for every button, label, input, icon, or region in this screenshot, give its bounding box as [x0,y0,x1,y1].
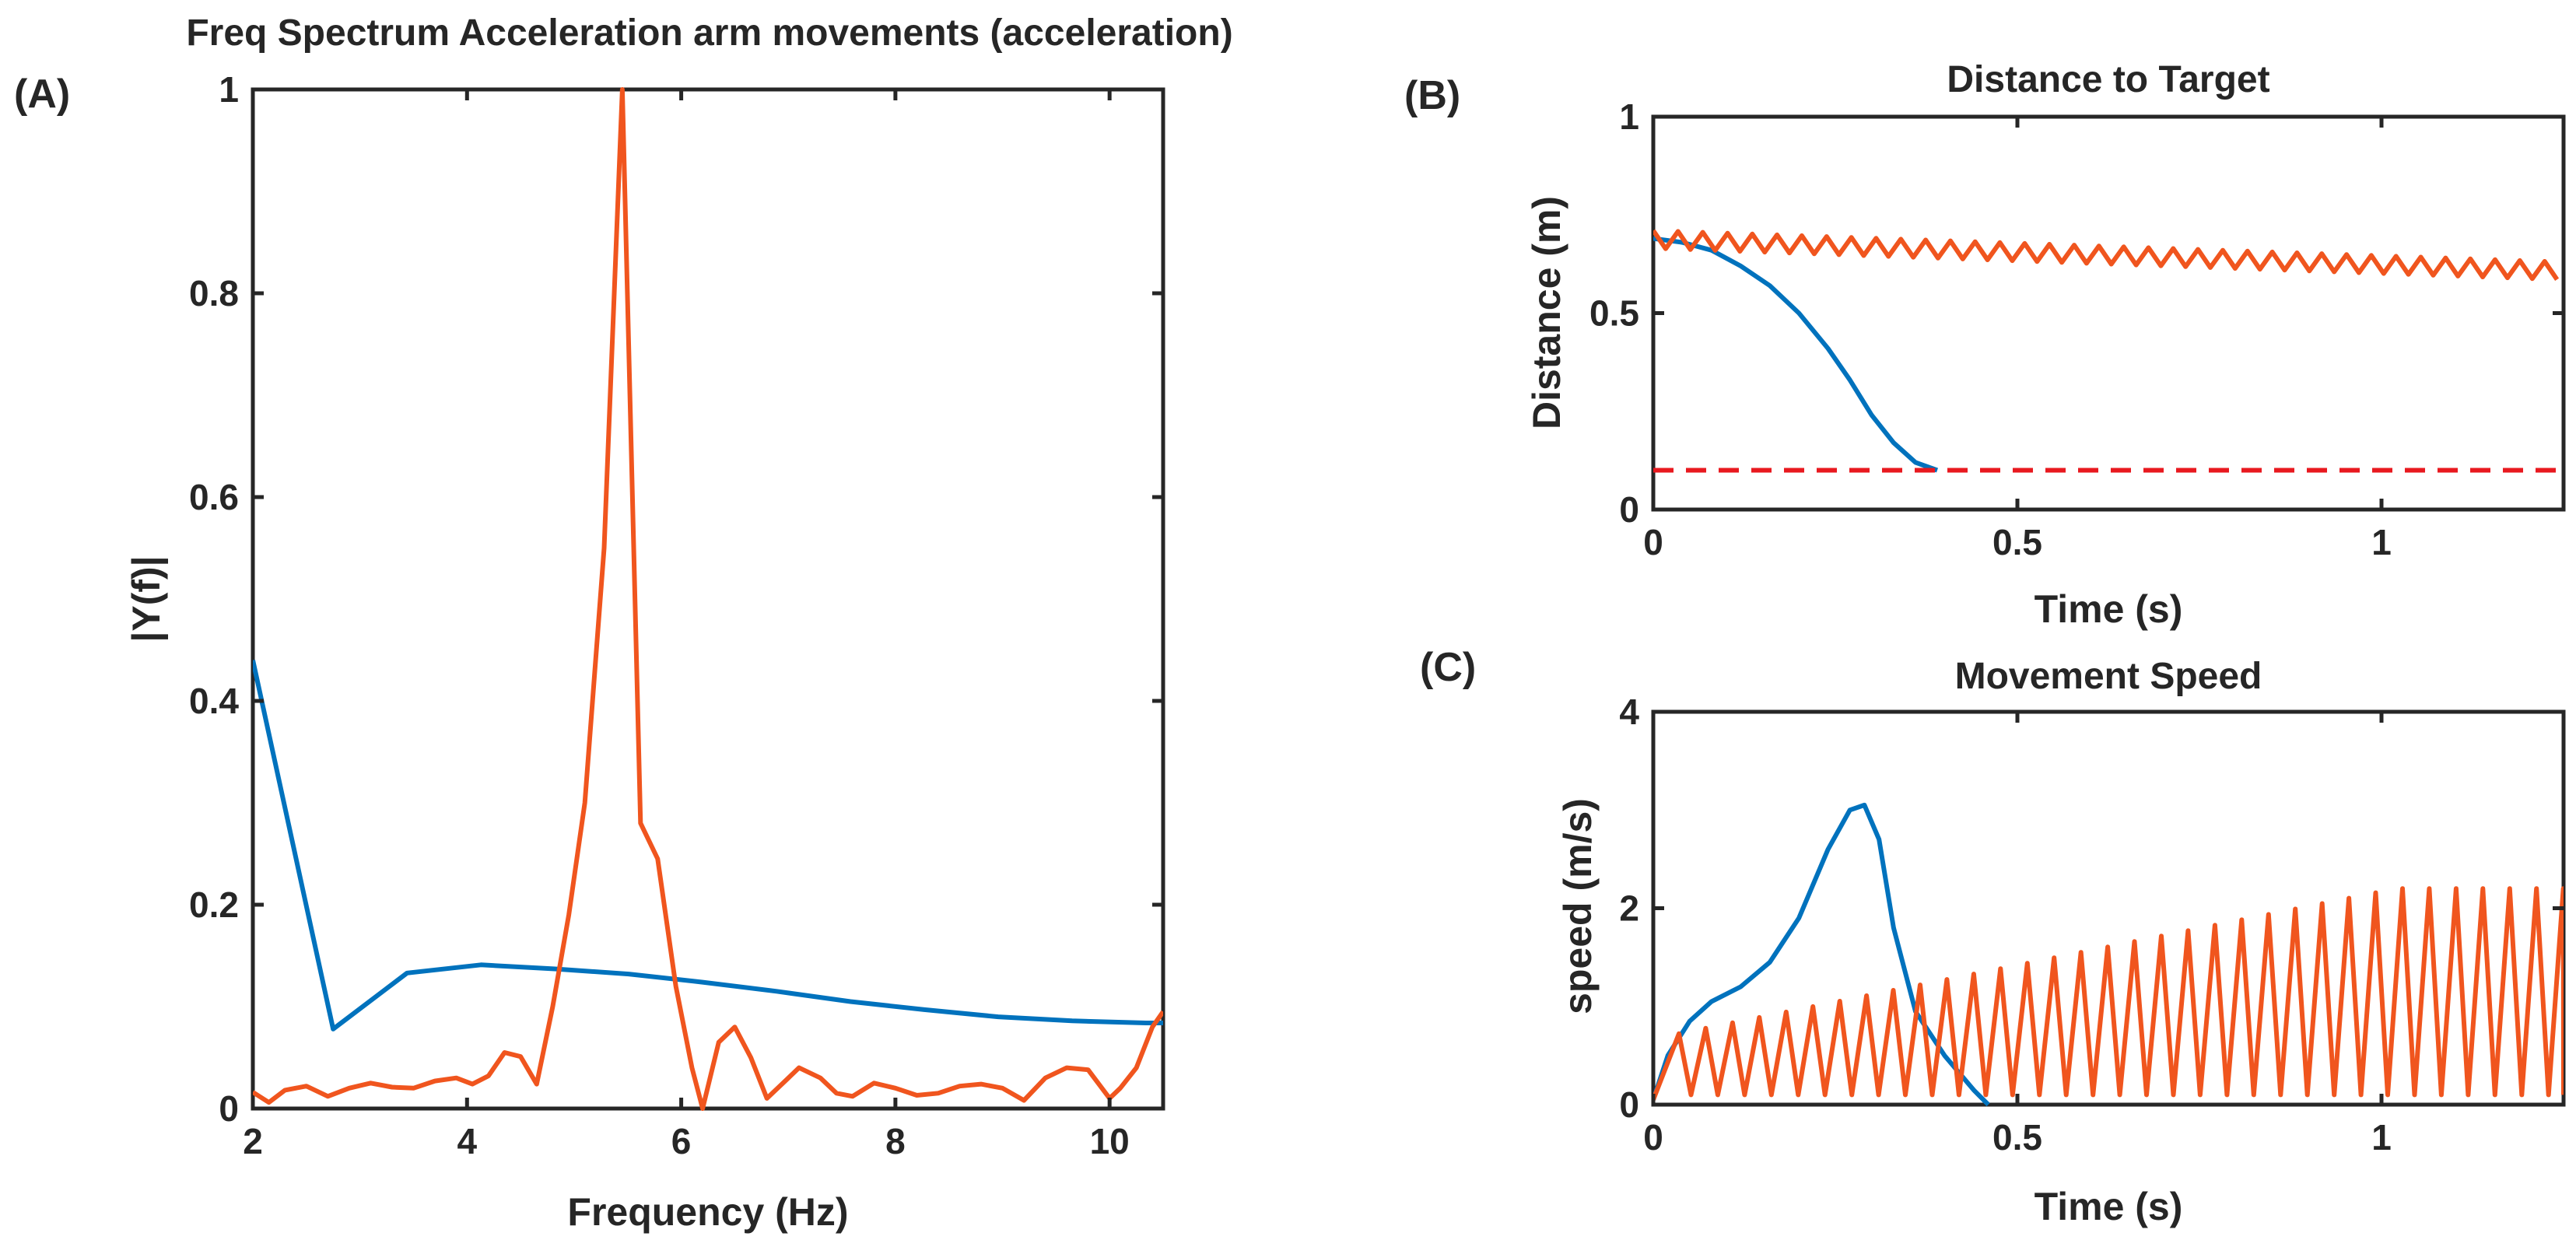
panel-b: Distance to Target (B) 0 0.5 1 0 0.5 1 Time (… [1404,59,2566,631]
panel-c-series [1653,802,2564,1107]
panel-a-ytick-label: 0.4 [189,681,239,721]
panel-b-ytick-label: 0 [1619,489,1639,530]
panel-a: Freq Spectrum Acceleration arm movements… [14,12,1233,1234]
panel-c-ytick-label: 0 [1619,1084,1639,1125]
panel-a-ytick-label: 0.6 [189,477,239,517]
panel-b-ytick-label: 1 [1619,96,1639,137]
panel-b-xtick-label: 0.5 [1992,522,2042,562]
panel-a-xtick-label: 10 [1090,1121,1130,1161]
panel-c-xlabel: Time (s) [2035,1185,2183,1228]
panel-c-series-orange [1653,886,2564,1101]
panel-a-ytick-label: 0.2 [189,884,239,925]
panel-c-xtick-label: 0 [1643,1117,1663,1158]
panel-a-series-blue [253,659,1163,1032]
panel-a-ticks: 2 4 6 8 10 0 0.2 0.4 0.6 0.8 1 [189,69,1163,1161]
panel-a-xtick-label: 4 [457,1121,477,1161]
panel-b-ylabel: Distance (m) [1525,196,1568,429]
panel-c-ytick-label: 4 [1619,692,1639,732]
panel-a-series-orange [253,87,1163,1111]
panel-a-ytick-label: 1 [219,69,239,110]
panel-b-series [1653,229,2564,473]
panel-a-axes-frame [251,87,1165,1111]
panel-a-xtick-label: 2 [243,1121,263,1161]
panel-b-title: Distance to Target [1947,59,2269,100]
panel-c-xtick-label: 1 [2371,1117,2392,1158]
panel-a-title: Freq Spectrum Acceleration arm movements… [186,12,1232,54]
panel-b-ytick-label: 0.5 [1589,293,1639,334]
panel-c-ytick-label: 2 [1619,888,1639,929]
panel-b-xlabel: Time (s) [2035,587,2183,631]
panel-a-label: (A) [14,72,70,117]
panel-b-axes-frame [1651,114,2566,512]
panel-a-series [253,87,1163,1111]
panel-b-series-blue [1653,236,1939,473]
panel-a-ytick-label: 0 [219,1088,239,1129]
panel-b-xtick-label: 0 [1643,522,1663,562]
panel-c: Movement Speed (C) 0 0.5 1 0 2 4 Time (s) spe… [1420,645,2566,1228]
panel-a-ylabel: |Y(f)| [124,555,169,642]
panel-c-ticks: 0 0.5 1 0 2 4 [1619,692,2564,1158]
panel-c-xtick-label: 0.5 [1992,1117,2042,1158]
panel-c-label: (C) [1420,645,1476,690]
panel-a-xtick-label: 6 [671,1121,692,1161]
panel-b-series-orange [1653,229,2560,282]
panel-b-label: (B) [1404,73,1460,118]
panel-a-xlabel: Frequency (Hz) [567,1190,848,1234]
panel-c-ylabel: speed (m/s) [1556,798,1600,1014]
panel-a-xtick-label: 8 [885,1121,906,1161]
panel-b-xtick-label: 1 [2371,522,2392,562]
panel-c-title: Movement Speed [1955,656,2262,697]
panel-a-ytick-label: 0.8 [189,273,239,314]
panel-b-ticks: 0 0.5 1 0 0.5 1 [1589,96,2564,562]
panel-c-series-blue [1653,802,1990,1107]
